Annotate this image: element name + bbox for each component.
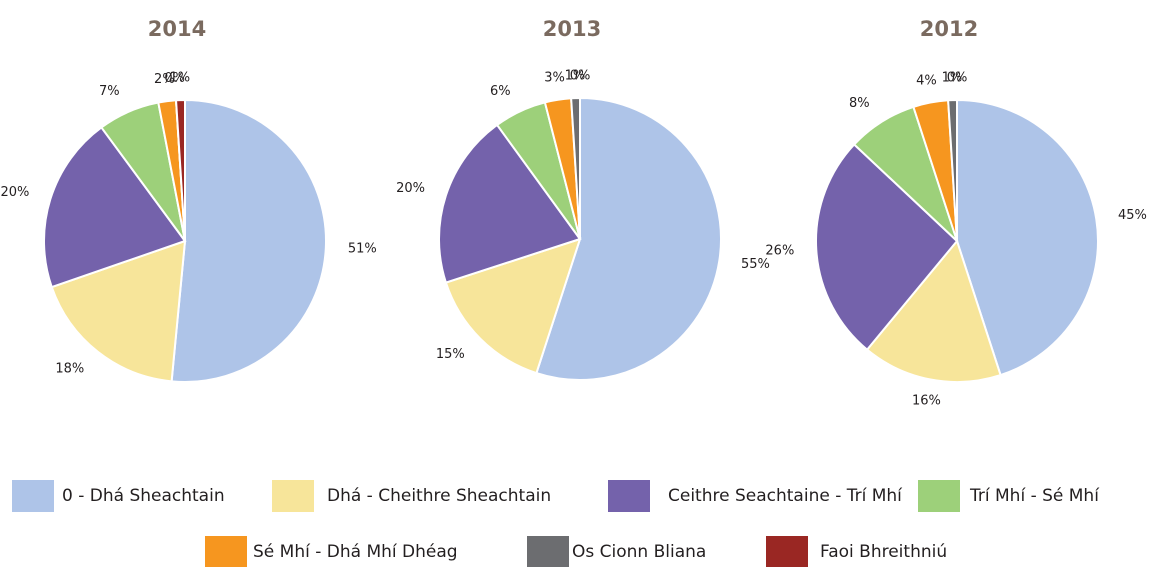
- pie-title: 2014: [148, 17, 206, 41]
- slice-label: 26%: [765, 244, 794, 259]
- legend-label: Os Cionn Bliana: [572, 542, 706, 562]
- legend-swatch: [205, 536, 247, 567]
- pie-slice: [535, 96, 722, 381]
- pie-title: 2013: [543, 17, 601, 41]
- slice-label: 15%: [436, 347, 465, 362]
- legend-swatch: [608, 480, 650, 512]
- slice-label: 1%: [170, 71, 191, 86]
- legend-swatch: [766, 536, 808, 567]
- slice-label: 18%: [55, 362, 84, 377]
- legend-label: Sé Mhí - Dhá Mhí Dhéag: [253, 542, 458, 562]
- pie-slice: [170, 98, 327, 383]
- legend-label: Dhá - Cheithre Sheachtain: [327, 486, 551, 506]
- pie-slice: [956, 98, 1099, 377]
- pie-slice: [815, 143, 959, 352]
- legend-label: Faoi Bhreithniú: [820, 542, 947, 562]
- slice-label: 0%: [164, 71, 185, 86]
- legend-label: Trí Mhí - Sé Mhí: [969, 486, 1100, 506]
- pie-title: 2012: [920, 17, 978, 41]
- slice-label: 1%: [565, 69, 586, 84]
- pie-slice: [43, 126, 187, 289]
- slice-label: 8%: [849, 96, 870, 111]
- slice-label: 20%: [0, 185, 29, 200]
- pie-slice: [174, 98, 186, 242]
- slice-label: 2%: [154, 72, 175, 87]
- slice-label: 3%: [544, 71, 565, 86]
- pie-slice: [438, 123, 582, 284]
- slice-label: 55%: [741, 257, 770, 272]
- legend-swatch: [527, 536, 569, 567]
- slice-label: 16%: [912, 394, 941, 409]
- slice-label: 7%: [99, 84, 120, 99]
- legend-swatch: [12, 480, 54, 512]
- slice-label: 1%: [942, 71, 963, 86]
- slice-label: 4%: [916, 73, 937, 88]
- legend-swatch: [272, 480, 314, 512]
- legend-label: Ceithre Seachtaine - Trí Mhí: [668, 486, 903, 506]
- slice-label: 6%: [490, 84, 511, 99]
- slice-label: 20%: [396, 181, 425, 196]
- pie-slice: [865, 238, 1002, 383]
- slice-label: 0%: [947, 71, 968, 86]
- legend-label: 0 - Dhá Sheachtain: [62, 486, 225, 506]
- slice-label: 51%: [348, 241, 377, 256]
- slice-label: 45%: [1118, 208, 1147, 223]
- legend-swatch: [918, 480, 960, 512]
- slice-label: 0%: [570, 69, 591, 84]
